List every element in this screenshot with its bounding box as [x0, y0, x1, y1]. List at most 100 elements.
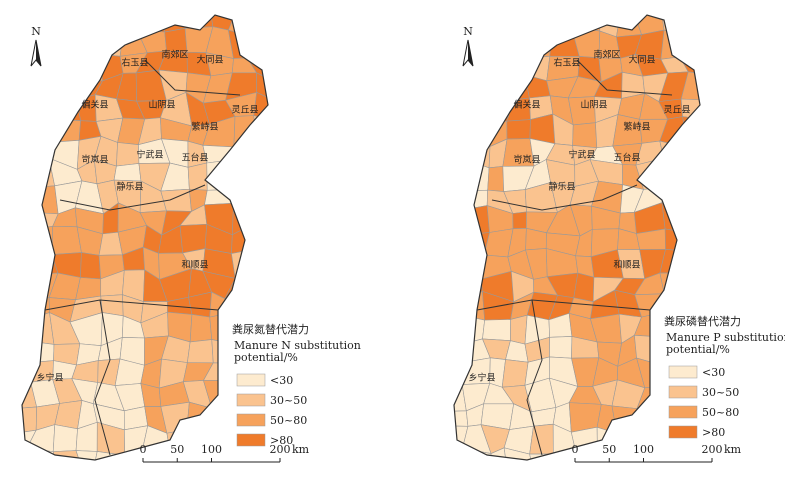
county [454, 185, 467, 210]
county [164, 27, 188, 53]
legend-swatch [236, 413, 266, 427]
county [25, 102, 52, 120]
county [454, 425, 469, 457]
county [503, 447, 535, 460]
county-label: 宁武县 [136, 149, 163, 161]
county-label: 五台县 [613, 152, 640, 164]
county [487, 166, 505, 192]
city-boundary [144, 59, 241, 96]
city-boundary [94, 299, 111, 456]
county [269, 49, 292, 81]
county [508, 54, 533, 76]
county [482, 319, 511, 341]
county [704, 48, 728, 75]
county [292, 224, 321, 254]
county [269, 28, 295, 53]
county-label: 南郊区 [593, 49, 620, 61]
scale-label: 50 [170, 443, 184, 456]
county-label: 静乐县 [116, 181, 143, 193]
county [255, 246, 268, 272]
county [462, 448, 492, 460]
county [729, 160, 754, 190]
county [678, 201, 700, 232]
county [660, 29, 690, 60]
county [454, 297, 466, 316]
legend-subtitle: potential/% [666, 343, 730, 356]
county [460, 290, 485, 321]
county [209, 313, 234, 345]
county-label: 岢岚县 [513, 155, 540, 166]
county [231, 248, 258, 279]
county [299, 97, 321, 125]
county [728, 70, 747, 96]
county-label: 大同县 [628, 54, 655, 66]
county [22, 158, 30, 189]
county [454, 122, 466, 148]
county [49, 80, 81, 104]
county [296, 251, 322, 275]
county [454, 361, 469, 385]
county [203, 407, 232, 428]
county-label: 大同县 [196, 54, 223, 66]
county [704, 138, 732, 164]
county [49, 29, 81, 56]
county-label: 宁武县 [568, 149, 595, 161]
county [457, 53, 490, 79]
legend-subtitle: Manure P substitution [666, 331, 785, 344]
county-label: 偏关县 [81, 99, 108, 111]
county [465, 146, 491, 169]
county [454, 410, 469, 427]
county [74, 29, 104, 56]
scale-unit: km [292, 443, 310, 456]
county [703, 202, 733, 231]
county [701, 117, 731, 143]
county [94, 466, 126, 492]
county-label: 静乐县 [548, 181, 575, 193]
county [113, 163, 142, 182]
legend-title: 粪尿磷替代潜力 [664, 314, 741, 328]
county [296, 186, 323, 209]
county [253, 168, 268, 188]
county [274, 11, 298, 29]
legend-swatch [668, 405, 698, 419]
county [486, 72, 515, 101]
county [270, 159, 296, 185]
county-label: 和顺县 [181, 260, 208, 271]
county [454, 98, 463, 125]
county [704, 162, 731, 190]
county [119, 472, 144, 492]
county [661, 181, 690, 208]
county-label: 南郊区 [161, 49, 188, 61]
county [677, 181, 700, 208]
county [291, 49, 324, 81]
legend-label: <30 [702, 366, 725, 379]
county [454, 146, 470, 167]
county [272, 76, 301, 104]
county [490, 467, 507, 492]
county-label: 山阴县 [148, 100, 175, 111]
county [458, 97, 491, 126]
county [223, 446, 250, 460]
county [22, 226, 36, 254]
legend-label: 30~50 [270, 394, 307, 407]
county-label: 乡宁县 [468, 372, 495, 384]
county [25, 76, 51, 104]
county [51, 225, 82, 255]
legend-swatch [236, 433, 266, 447]
county [706, 183, 731, 207]
north-arrow-half [36, 40, 41, 66]
county [187, 162, 208, 191]
county [508, 27, 533, 59]
north-arrow-half [468, 40, 473, 66]
county [253, 184, 268, 212]
county [570, 15, 601, 32]
county [659, 140, 689, 162]
county-label: 右玉县 [553, 57, 580, 69]
county [512, 211, 527, 230]
county-label: 偏关县 [513, 99, 540, 111]
county [22, 290, 29, 321]
county [699, 31, 700, 55]
county [526, 35, 552, 59]
county [249, 471, 277, 492]
legend-swatch [668, 425, 698, 439]
